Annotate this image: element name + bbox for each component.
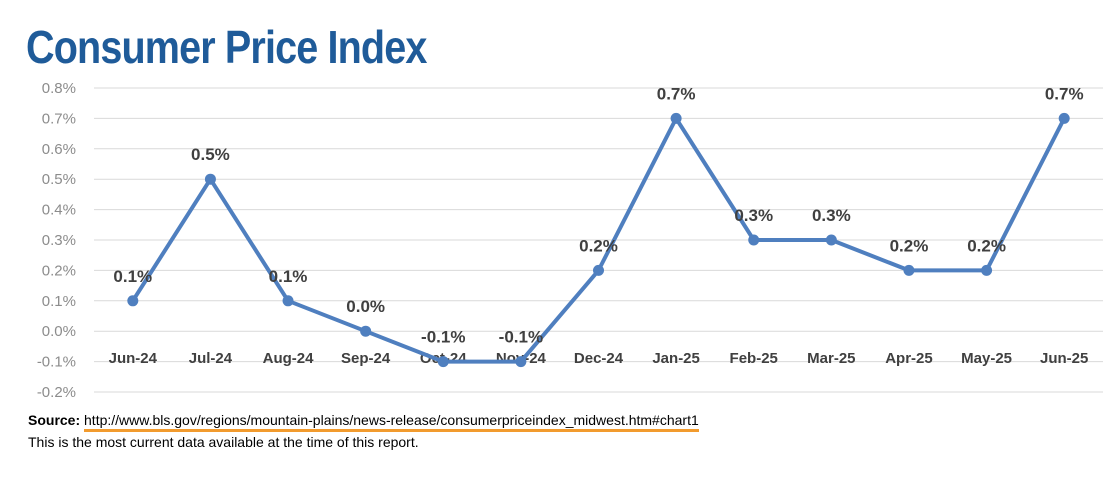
data-point — [670, 112, 682, 124]
data-label: 0.5% — [191, 145, 230, 164]
x-tick-label: Jun-24 — [109, 350, 158, 367]
y-tick-label: 0.4% — [42, 202, 76, 219]
data-point — [1058, 112, 1070, 124]
x-tick-label: Jul-24 — [189, 350, 233, 367]
data-label: 0.7% — [657, 84, 696, 103]
data-note: This is the most current data available … — [28, 434, 419, 450]
x-tick-label: Aug-24 — [263, 350, 314, 367]
data-label: 0.2% — [890, 236, 929, 255]
y-tick-label: 0.2% — [42, 262, 76, 279]
data-point — [282, 295, 294, 307]
source-line: Source: http://www.bls.gov/regions/mount… — [28, 412, 699, 432]
data-point — [748, 234, 760, 246]
data-label: 0.3% — [812, 206, 851, 225]
data-label: 0.1% — [113, 267, 152, 286]
data-label: -0.1% — [421, 328, 465, 347]
y-tick-label: -0.1% — [37, 354, 76, 371]
data-point — [437, 356, 449, 368]
y-tick-label: 0.7% — [42, 110, 76, 127]
y-tick-label: 0.8% — [42, 80, 76, 97]
x-tick-label: Dec-24 — [574, 350, 624, 367]
x-tick-label: May-25 — [961, 350, 1012, 367]
data-point — [825, 234, 837, 246]
data-point — [515, 356, 527, 368]
data-label: 0.2% — [579, 236, 618, 255]
source-label: Source: — [28, 412, 81, 428]
data-point — [593, 264, 604, 276]
y-tick-label: 0.0% — [42, 323, 76, 340]
data-point — [204, 173, 216, 185]
data-point — [981, 264, 993, 276]
y-tick-label: 0.3% — [42, 232, 76, 249]
data-point — [360, 325, 372, 337]
y-tick-label: 0.5% — [42, 171, 76, 188]
x-tick-label: Feb-25 — [730, 350, 778, 367]
data-label: 0.3% — [734, 206, 773, 225]
data-point — [903, 264, 915, 276]
x-tick-label: Jan-25 — [652, 350, 700, 367]
cpi-line-chart: 0.8% 0.7% 0.6% 0.5% 0.4% 0.3% 0.2% 0.1% 0.0% -0.1… — [37, 80, 1103, 401]
data-point — [127, 295, 139, 307]
y-tick-label: 0.1% — [42, 293, 76, 310]
x-tick-label: Sep-24 — [341, 350, 391, 367]
data-label: 0.7% — [1045, 84, 1084, 103]
source-link[interactable]: http://www.bls.gov/regions/mountain-plai… — [84, 412, 699, 432]
data-label: 0.1% — [269, 267, 308, 286]
y-tick-label: -0.2% — [37, 384, 76, 401]
x-tick-label: Mar-25 — [807, 350, 855, 367]
data-label: -0.1% — [499, 328, 543, 347]
x-tick-label: Jun-25 — [1040, 350, 1088, 367]
data-label: 0.0% — [346, 297, 385, 316]
chart-title: Consumer Price Index — [26, 21, 427, 73]
x-tick-label: Apr-25 — [885, 350, 933, 367]
y-tick-label: 0.6% — [42, 141, 76, 158]
data-label: 0.2% — [967, 236, 1006, 255]
